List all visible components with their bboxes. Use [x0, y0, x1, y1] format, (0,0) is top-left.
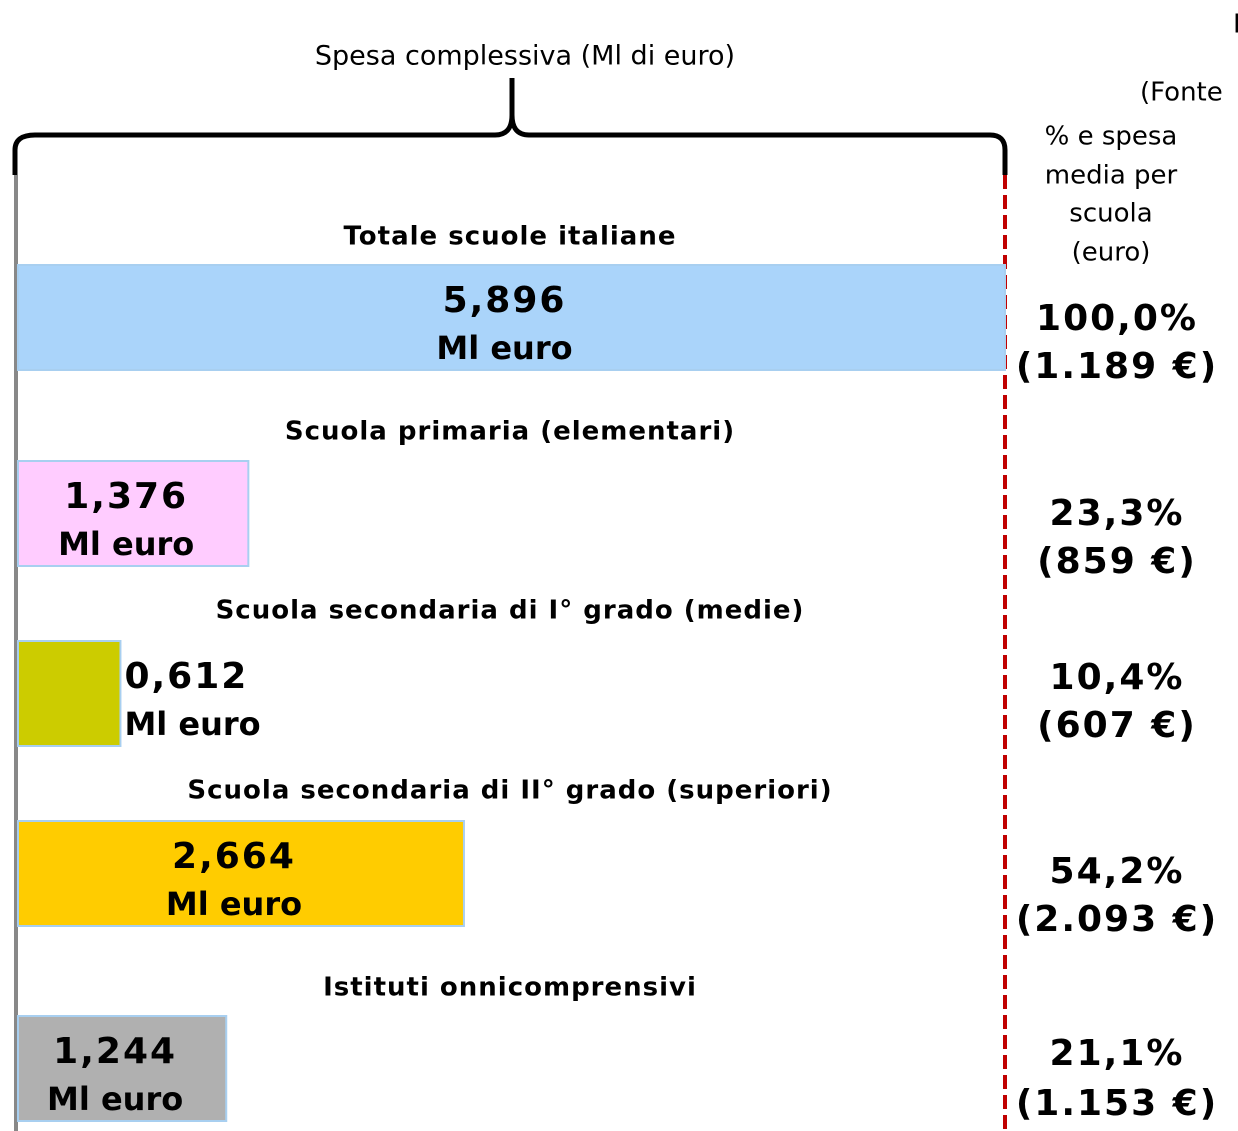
unit-label: Ml euro — [436, 329, 572, 367]
share-label: 23,3% — [1050, 493, 1185, 534]
right-header: (euro) — [1072, 238, 1151, 268]
value-label: 0,612 — [124, 656, 248, 697]
bar — [17, 1015, 228, 1122]
corner-note: I — [1233, 10, 1238, 40]
bar — [17, 264, 1006, 371]
average-spend-label: (859 €) — [1037, 541, 1197, 582]
share-label: 10,4% — [1050, 657, 1185, 698]
average-spend-label: (1.153 €) — [1016, 1083, 1218, 1124]
unit-label: Ml euro — [58, 525, 194, 563]
chart-title: Spesa complessiva (Ml di euro) — [315, 41, 735, 72]
average-spend-label: (2.093 €) — [1016, 899, 1218, 940]
brace — [12, 78, 1008, 175]
unit-label: Ml euro — [47, 1080, 183, 1118]
unit-label: Ml euro — [166, 885, 302, 923]
value-label: 1,376 — [64, 476, 188, 517]
category-label: Istituti onnicomprensivi — [323, 973, 697, 1003]
category-label: Scuola secondaria di I° grado (medie) — [216, 596, 805, 626]
share-label: 100,0% — [1036, 298, 1198, 339]
category-label: Totale scuole italiane — [344, 222, 677, 252]
unit-label: Ml euro — [124, 705, 260, 743]
corner-note: (Fonte — [1140, 78, 1223, 108]
value-label: 2,664 — [172, 836, 296, 877]
category-label: Scuola primaria (elementari) — [285, 417, 735, 447]
average-spend-label: (607 €) — [1037, 705, 1197, 746]
share-label: 21,1% — [1050, 1033, 1185, 1074]
right-header: media per — [1045, 161, 1178, 191]
share-label: 54,2% — [1050, 851, 1185, 892]
right-header: scuola — [1069, 199, 1152, 229]
category-label: Scuola secondaria di II° grado (superior… — [187, 776, 832, 806]
bar — [17, 460, 250, 567]
right-header: % e spesa — [1045, 122, 1178, 152]
bar — [17, 640, 122, 747]
value-label: 1,244 — [53, 1031, 177, 1072]
value-label: 5,896 — [443, 280, 567, 321]
bar — [17, 820, 465, 927]
average-spend-label: (1.189 €) — [1016, 346, 1218, 387]
